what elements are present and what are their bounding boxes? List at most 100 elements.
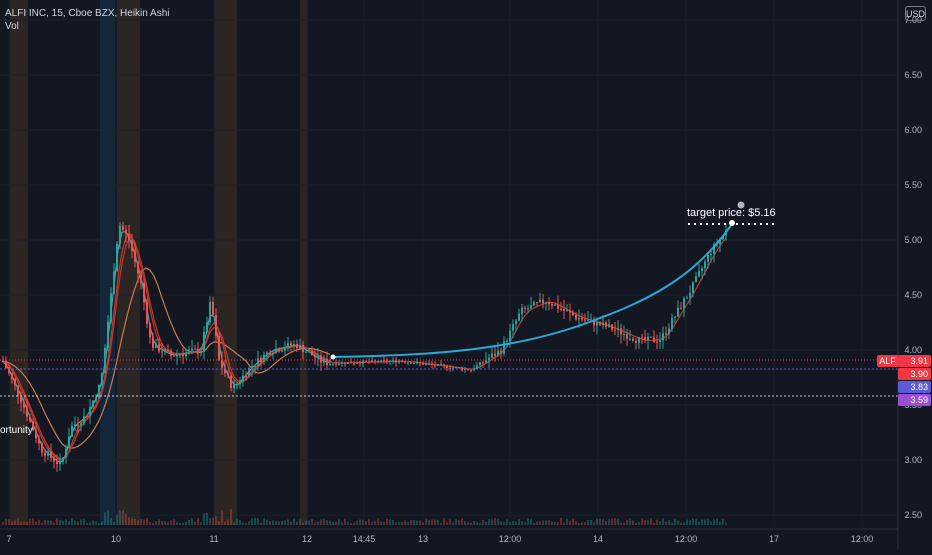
candle-body — [368, 361, 370, 363]
volume-bar — [581, 522, 583, 525]
candle-body — [53, 457, 55, 462]
volume-bar — [350, 522, 352, 525]
candle-body — [476, 365, 478, 369]
volume-bar — [176, 522, 178, 525]
candle-body — [518, 313, 520, 321]
level-lines — [0, 359, 898, 397]
volume-bar — [485, 522, 487, 525]
volume-bar — [608, 519, 610, 525]
candle-body — [35, 430, 37, 439]
volume-bar — [287, 519, 289, 525]
volume-bar — [245, 522, 247, 525]
candle-body — [83, 416, 85, 424]
volume-bar — [119, 510, 121, 525]
volume-bar — [704, 519, 706, 525]
volume-bar — [557, 522, 559, 525]
candle-body — [626, 334, 628, 339]
candle-body — [305, 351, 307, 353]
volume-bar — [68, 521, 70, 525]
candle-body — [431, 363, 433, 365]
candle-body — [8, 367, 10, 374]
candle-body — [182, 354, 184, 357]
candle-body — [224, 367, 226, 374]
volume-bar — [656, 519, 658, 525]
candle-body — [341, 362, 343, 364]
volume-bar — [116, 514, 118, 525]
volume-bar — [527, 518, 529, 525]
volume-bar — [242, 522, 244, 525]
volume-bar — [599, 518, 601, 525]
time-tick-label: 12:00 — [675, 534, 698, 544]
volume-bar — [125, 513, 127, 525]
ma-fast-line — [1, 231, 331, 463]
candle-body — [122, 225, 124, 230]
volume-bar — [227, 519, 229, 525]
volume-bar — [41, 522, 43, 525]
volume-indicator-label[interactable]: Vol — [5, 21, 19, 32]
candle-body — [203, 331, 205, 352]
volume-bar — [362, 519, 364, 525]
volume-bar — [722, 518, 724, 525]
volume-bar — [563, 522, 565, 525]
candle-body — [569, 310, 571, 313]
candle-body — [74, 424, 76, 426]
candle-body — [419, 361, 421, 363]
currency-button[interactable]: USD — [905, 6, 926, 21]
time-tick-label: 12:00 — [499, 534, 522, 544]
candle-body — [623, 334, 625, 336]
volume-bar — [440, 522, 442, 525]
candle-body — [137, 261, 139, 274]
candle-body — [92, 400, 94, 407]
candle-body — [608, 324, 610, 327]
volume-bar — [89, 522, 91, 525]
volume-bar — [482, 519, 484, 525]
volume-bar — [386, 518, 388, 525]
candle-body — [581, 317, 583, 320]
volume-bar — [233, 522, 235, 525]
volume-bar — [299, 519, 301, 525]
volume-bar — [548, 520, 550, 525]
volume-bar — [137, 520, 139, 525]
candle-body — [89, 406, 91, 417]
candle-body — [275, 348, 277, 353]
candle-body — [116, 243, 118, 272]
volume-bar — [83, 518, 85, 525]
volume-bar — [590, 519, 592, 525]
candle-body — [599, 321, 601, 326]
candle-body — [221, 360, 223, 368]
candle-body — [545, 302, 547, 304]
volume-bar — [524, 522, 526, 525]
candle-body — [278, 348, 280, 352]
time-axis: 7 10 11 12 14:45 13 12:00 14 12:00 17 12:00 — [0, 528, 898, 544]
time-tick-label: 13 — [418, 534, 428, 544]
candle-body — [506, 341, 508, 343]
candle-body — [209, 301, 211, 323]
candle-body — [605, 322, 607, 327]
volume-bar — [491, 519, 493, 525]
candle-body — [86, 416, 88, 418]
candle-body — [245, 375, 247, 377]
symbol-price-tag: ALF — [877, 355, 898, 367]
candle-body — [311, 351, 313, 356]
candle-body — [647, 336, 649, 341]
candle-body — [380, 360, 382, 363]
candle-body — [512, 324, 514, 331]
volume-bar — [572, 518, 574, 525]
volume-bar — [2, 521, 4, 525]
candle-body — [701, 268, 703, 271]
volume-bar — [626, 519, 628, 525]
candle-body — [413, 363, 415, 365]
candle-body — [479, 362, 481, 366]
candle-body — [32, 421, 34, 431]
volume-bar — [251, 518, 253, 525]
symbol-title[interactable]: ALFI INC, 15, Cboe BZX, Heikin Ashi — [5, 8, 170, 19]
volume-bar — [335, 521, 337, 525]
candle-body — [563, 308, 565, 311]
volume-bar — [329, 520, 331, 525]
candle-body — [350, 362, 352, 364]
candle-body — [611, 324, 613, 330]
price-tick-label: 4.00 — [904, 345, 922, 355]
candle-body — [524, 307, 526, 309]
